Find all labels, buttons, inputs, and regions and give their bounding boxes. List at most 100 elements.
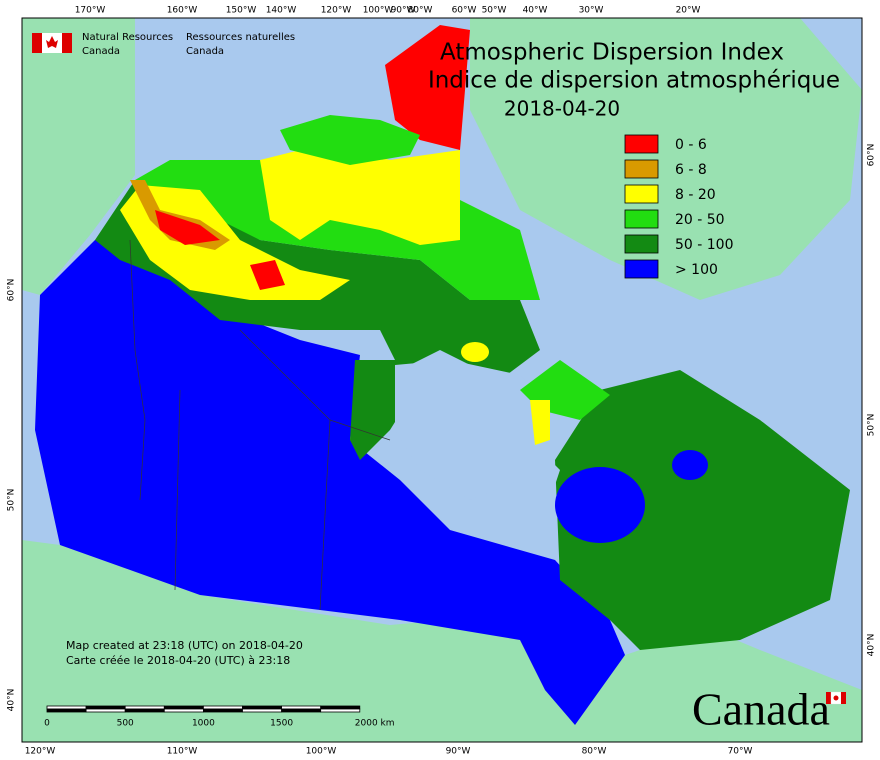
scale-segment (46, 708, 87, 713)
region-blue (672, 450, 708, 480)
scale-label: 2000 km (355, 719, 395, 729)
longitude-label: 40°W (523, 6, 548, 16)
latitude-label: 40°N (867, 634, 877, 657)
legend-label: 0 - 6 (675, 137, 707, 153)
united-states (22, 540, 862, 742)
legend-swatch (624, 234, 659, 254)
legend-swatch (624, 134, 659, 154)
alaska (22, 18, 135, 295)
scale-segment (320, 705, 361, 710)
scale-segment (85, 705, 126, 710)
agency-en: Natural Resources (82, 32, 173, 43)
region-red (155, 210, 220, 245)
scale-segment (85, 708, 126, 713)
legend-label: 50 - 100 (675, 237, 734, 253)
latitude-label: 50°N (867, 414, 877, 437)
scale-label: 1500 (270, 719, 293, 729)
scale-segment (320, 708, 361, 713)
maple-leaf (46, 36, 58, 48)
longitude-label: 90°W (391, 6, 416, 16)
flag-band (62, 33, 72, 53)
legend-label: 8 - 20 (675, 187, 716, 203)
hudson-bay (395, 360, 560, 500)
flag-band (32, 33, 42, 53)
agency-fr: Canada (186, 46, 224, 57)
scale-segment (281, 705, 322, 710)
boundary (129, 239, 146, 501)
latitude-label: 60°N (7, 279, 17, 302)
boundary (174, 389, 181, 591)
scale-segment (163, 705, 204, 710)
legend-label: 6 - 8 (675, 162, 707, 178)
legend-swatch (624, 259, 659, 279)
map-date: 2018-04-20 (504, 97, 620, 121)
region-blue (555, 467, 645, 543)
longitude-label: 160°W (167, 6, 198, 16)
scale-segment (242, 705, 282, 710)
longitude-label: 70°W (728, 747, 753, 757)
note: Carte créée le 2018-04-20 (UTC) à 23:18 (66, 654, 290, 667)
scale-segment (46, 705, 87, 710)
legend: 0 - 6 6 - 8 8 - 20 20 - 50 50 - 100 > 100 (624, 134, 734, 279)
agency-fr: Ressources naturelles (186, 32, 295, 43)
title-fr: Indice de dispersion atmosphérique (428, 68, 840, 94)
scale-bar: 0 500 1000 1500 2000 km (44, 705, 395, 729)
legend-label: > 100 (675, 262, 718, 278)
latitude-label: 60°N (867, 144, 877, 167)
scale-label: 0 (44, 719, 50, 729)
map-body (22, 18, 862, 742)
legend-label: 20 - 50 (675, 212, 725, 228)
scale-segment (124, 705, 165, 710)
region-yellow (260, 150, 460, 245)
longitude-label: 120°W (25, 747, 56, 757)
maple-leaf (833, 695, 839, 701)
latitude-label: 50°N (7, 489, 17, 512)
region-red (250, 260, 285, 290)
legend-swatch (624, 209, 659, 229)
latitude-label: 40°N (7, 689, 17, 712)
region-yellow (530, 400, 550, 445)
longitude-label: 50°W (482, 6, 507, 16)
longitude-label: 60°W (452, 6, 477, 16)
flag-band (826, 692, 831, 704)
region-light-green (135, 160, 540, 300)
longitude-label: 80°W (582, 747, 607, 757)
scale-segment (202, 705, 243, 710)
longitude-label: 80°W (408, 6, 433, 16)
legend-swatch (624, 184, 659, 204)
boundaries (129, 239, 391, 611)
scale-segment (281, 708, 322, 713)
note: Map created at 23:18 (UTC) on 2018-04-20 (66, 639, 303, 652)
region-yellow (120, 185, 350, 300)
longitude-label: 150°W (226, 6, 257, 16)
region-green (555, 370, 850, 650)
scale-segment (163, 708, 204, 713)
scale-segment (202, 708, 243, 713)
longitude-label: 100°W (363, 6, 394, 16)
longitude-label: 100°W (306, 747, 337, 757)
scale-label: 1000 (192, 719, 215, 729)
scale-segment (242, 708, 282, 713)
flag-band (841, 692, 846, 704)
agency-en: Canada (82, 46, 120, 57)
region-red (385, 25, 470, 150)
region-blue (35, 232, 625, 725)
longitude-label: 120°W (321, 6, 352, 16)
region-yellow (461, 342, 489, 362)
title-en: Atmospheric Dispersion Index (440, 40, 784, 66)
graticule-labels: 170°W 160°W 150°W 140°W 120°W 100°W90°W80°W 60… (7, 6, 877, 757)
longitude-label: 170°W (75, 6, 106, 16)
longitude-label: 20°W (676, 6, 701, 16)
longitude-label: 90°W (446, 747, 471, 757)
scale-label: 500 (117, 719, 134, 729)
longitude-label: 110°W (167, 747, 198, 757)
boundary (329, 419, 391, 441)
legend-swatch (624, 159, 659, 179)
longitude-label: 140°W (266, 6, 297, 16)
map-frame (21, 17, 863, 743)
wordmark: Canada (692, 684, 830, 735)
scale-segment (124, 708, 165, 713)
greenland (470, 18, 862, 300)
